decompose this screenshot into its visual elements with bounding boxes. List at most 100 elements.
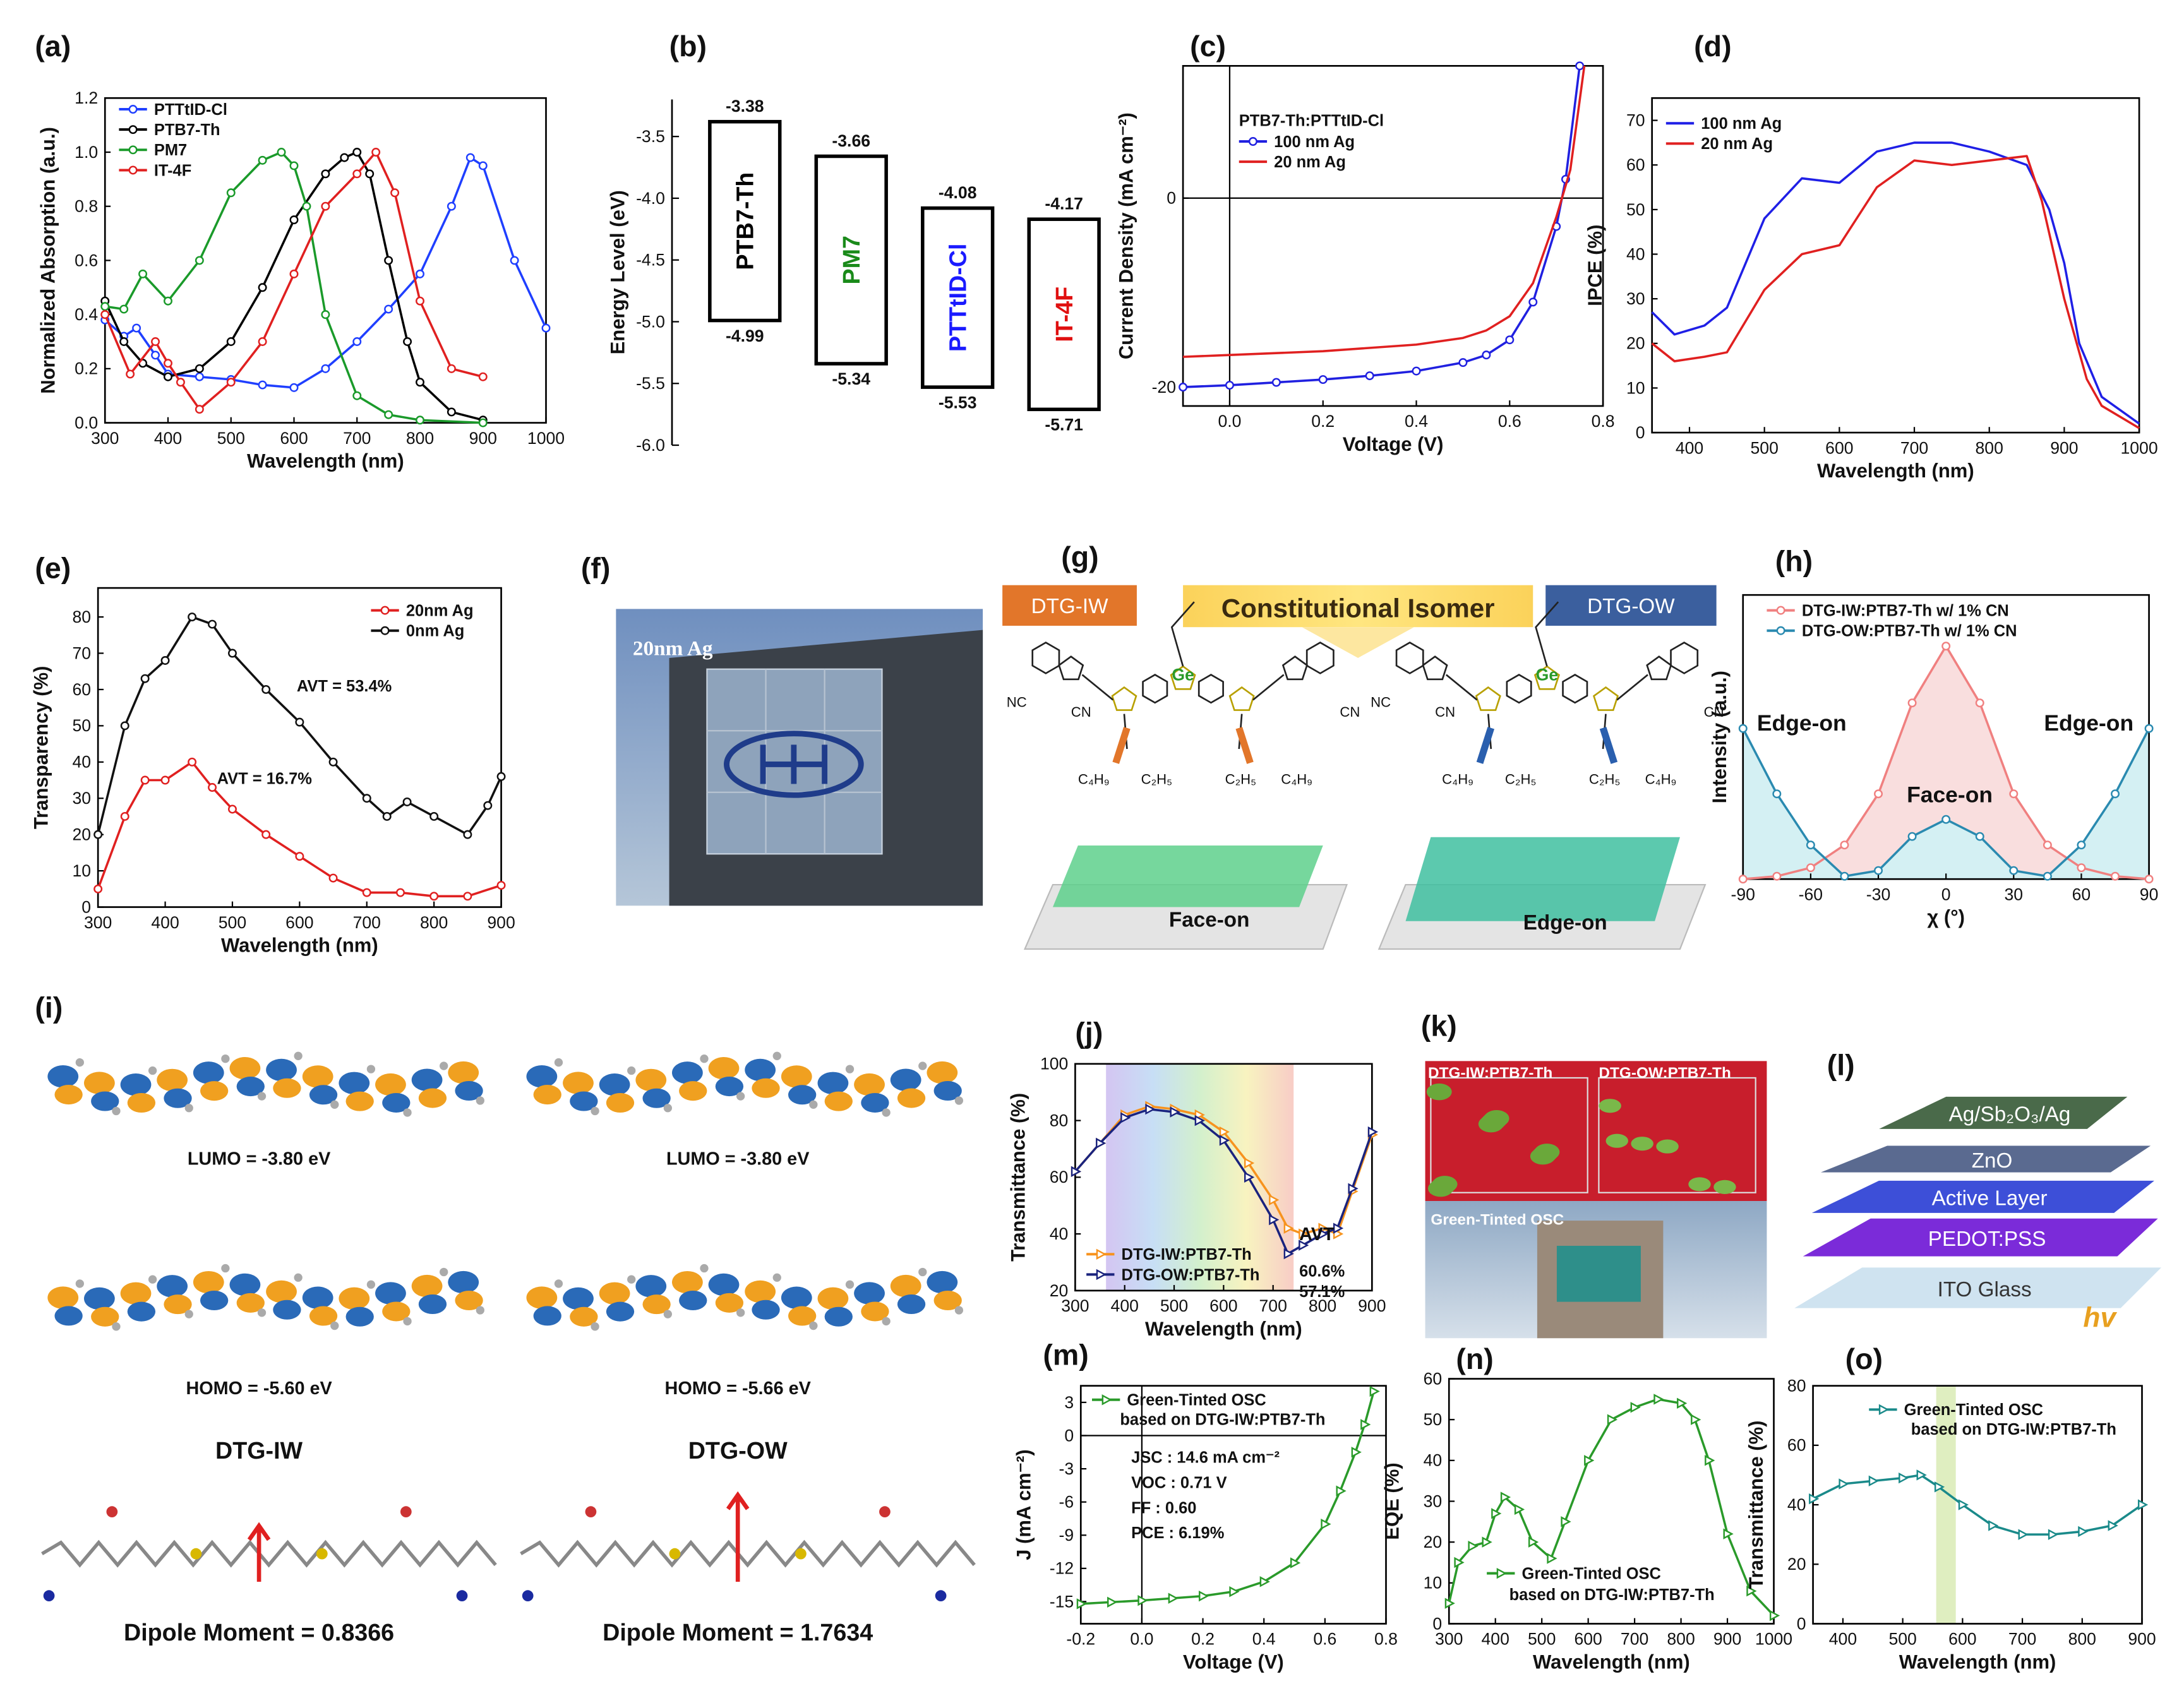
x-tick-label: 900 bbox=[2128, 1630, 2156, 1649]
marker bbox=[1584, 1455, 1595, 1466]
x-tick-label: 400 bbox=[154, 429, 182, 448]
y-axis-label: Transmittance (%) bbox=[1007, 1093, 1029, 1262]
series-line bbox=[1651, 155, 2140, 429]
orbital-lobe bbox=[708, 1273, 740, 1296]
series-line bbox=[104, 151, 484, 410]
level-box bbox=[921, 206, 995, 389]
ring bbox=[1395, 642, 1424, 674]
marker bbox=[1988, 1520, 1999, 1531]
dipole-arrow bbox=[247, 1522, 271, 1582]
x-tick-label: 900 bbox=[469, 429, 497, 448]
atom bbox=[190, 1548, 202, 1560]
atom-label: CN bbox=[1704, 704, 1724, 720]
marker bbox=[93, 884, 103, 893]
x-tick-label: 900 bbox=[2050, 438, 2078, 457]
orbital-lobe bbox=[570, 1306, 598, 1327]
orbital-lobe bbox=[752, 1300, 780, 1320]
orbital-lobe bbox=[672, 1270, 703, 1294]
banner-text: DTG-OW bbox=[1587, 595, 1675, 618]
lumo-label: -4.08 bbox=[939, 183, 977, 202]
orbital-lobe bbox=[127, 1301, 156, 1322]
panel-label: (c) bbox=[1190, 30, 1226, 63]
orbital-lobe bbox=[309, 1306, 338, 1326]
orbital-lobe bbox=[606, 1093, 635, 1113]
x-tick-label: 500 bbox=[1528, 1630, 1556, 1649]
y-tick-label: 70 bbox=[1626, 111, 1645, 129]
marker bbox=[1444, 1598, 1455, 1609]
orbital-lobe bbox=[164, 1088, 192, 1108]
marker bbox=[208, 783, 217, 792]
orbital-lobe bbox=[339, 1287, 370, 1310]
marker bbox=[1259, 1576, 1270, 1587]
atom bbox=[148, 1275, 157, 1284]
orbital-lobe bbox=[781, 1286, 812, 1309]
leaf bbox=[1432, 1176, 1458, 1193]
x-tick-label: 900 bbox=[1713, 1630, 1741, 1649]
atom bbox=[148, 1066, 157, 1075]
marker bbox=[1528, 297, 1538, 307]
orbital-label: LUMO = -3.80 eV bbox=[666, 1149, 810, 1169]
atom bbox=[112, 1106, 121, 1116]
orbital-lobe bbox=[448, 1270, 479, 1294]
orbital-lobe bbox=[788, 1306, 817, 1326]
marker bbox=[1137, 1594, 1148, 1606]
y-tick-label: 80 bbox=[1787, 1377, 1806, 1395]
ring bbox=[1111, 686, 1137, 711]
atom bbox=[43, 1590, 55, 1601]
orbital-lobe bbox=[824, 1091, 853, 1111]
x-tick-label: 300 bbox=[91, 429, 119, 448]
marker bbox=[447, 364, 456, 373]
x-tick-label: 0.4 bbox=[1405, 412, 1428, 431]
marker bbox=[1290, 1557, 1301, 1569]
marker bbox=[1248, 137, 1257, 146]
legend-label: Green-Tinted OSC bbox=[1522, 1565, 1661, 1583]
orbital-lobe bbox=[127, 1093, 156, 1113]
marker bbox=[2137, 1499, 2149, 1510]
marker bbox=[295, 852, 304, 861]
dipole-arrow bbox=[726, 1491, 750, 1582]
orbital-lobe bbox=[375, 1073, 406, 1096]
atom bbox=[221, 1055, 230, 1063]
marker bbox=[328, 757, 338, 767]
marker bbox=[478, 418, 488, 427]
level-box bbox=[1027, 217, 1101, 412]
marker bbox=[1468, 1540, 1479, 1552]
atom bbox=[627, 1275, 636, 1284]
annotation: based on DTG-IW:PTB7-Th bbox=[1911, 1421, 2116, 1438]
marker bbox=[188, 612, 197, 622]
atom bbox=[845, 1065, 855, 1073]
marker bbox=[128, 125, 138, 134]
marker bbox=[352, 148, 362, 157]
molecule-name: DTG-OW bbox=[688, 1437, 788, 1464]
orbital-lobe bbox=[533, 1306, 561, 1326]
atom-label: CN bbox=[1340, 704, 1360, 720]
y-tick-label: 20 bbox=[1787, 1555, 1806, 1574]
x-tick-label: -30 bbox=[1866, 885, 1890, 904]
x-tick-label: 400 bbox=[1829, 1630, 1857, 1649]
x-tick-label: 1000 bbox=[1755, 1630, 1792, 1649]
x-tick-label: 0.0 bbox=[1130, 1630, 1153, 1649]
orbital-lobe bbox=[788, 1085, 817, 1105]
y-tick-label: 0 bbox=[1797, 1614, 1806, 1633]
homo-label: -4.99 bbox=[726, 326, 764, 345]
arrow bbox=[1476, 727, 1618, 764]
atom bbox=[736, 1308, 745, 1317]
legend-label: PTB7-Th bbox=[154, 121, 220, 139]
marker bbox=[1454, 1557, 1465, 1569]
marker bbox=[160, 656, 170, 665]
x-tick-label: 600 bbox=[280, 429, 308, 448]
y-tick-label: 50 bbox=[1626, 200, 1645, 219]
photo-caption: 20nm Ag bbox=[633, 637, 713, 660]
panel-label: (k) bbox=[1421, 1009, 1457, 1042]
logo bbox=[724, 731, 864, 798]
homo-label: -5.71 bbox=[1045, 415, 1083, 434]
marker bbox=[1561, 1516, 1571, 1527]
y-tick-label: 60 bbox=[1050, 1168, 1069, 1186]
marker bbox=[1941, 815, 1951, 824]
y-tick-label: 1.0 bbox=[75, 143, 98, 162]
atom bbox=[918, 1267, 927, 1277]
atom bbox=[456, 1590, 468, 1601]
marker bbox=[128, 145, 138, 155]
lumo-label: -3.38 bbox=[726, 97, 764, 116]
